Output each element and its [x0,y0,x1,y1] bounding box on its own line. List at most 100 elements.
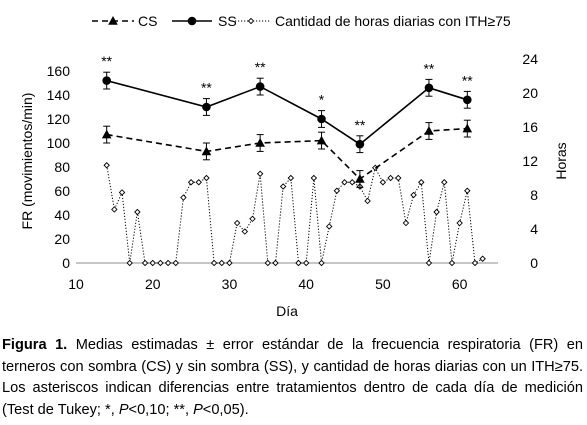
legend-cs-marker [108,16,118,25]
cs-point [355,174,365,183]
y2-tick-label: 24 [522,51,538,67]
legend-horas-marker [247,17,255,25]
horas-point [387,174,394,182]
cs-point [101,129,112,139]
x-tick-label: 40 [298,276,314,292]
horas-point [233,219,241,227]
ss-point [355,139,365,149]
horas-point [141,259,149,267]
legend-horas-label: Cantidad de horas diarias con ITH≥75 [275,13,511,29]
significance-annotation: ** [255,59,266,75]
horas-point [118,189,126,196]
legend-ss-marker [187,16,197,26]
y2-tick-label: 8 [530,187,538,203]
horas-point [295,259,302,267]
y-tick-label: 40 [54,207,70,223]
horas-point [126,259,133,267]
horas-point [164,259,172,267]
x-tick-label: 50 [375,276,391,292]
caption-p: P [118,401,129,418]
y-tick-label: 20 [54,231,70,247]
horas-point [410,191,417,199]
ss-point [317,114,326,124]
significance-annotation: ** [101,53,112,69]
horas-point [325,223,333,230]
horas-point [379,179,387,186]
horas-point [348,179,356,186]
series-horas [103,162,486,267]
horas-point [226,259,233,267]
caption-label: Figura 1. [2,337,68,353]
horas-point [134,208,141,216]
x-tick-label: 30 [222,276,238,292]
y-tick-label: 120 [47,111,71,127]
caption-text: <0,10; **, [128,401,194,418]
y2-tick-label: 12 [522,153,538,169]
ss-point [463,95,472,105]
y-tick-label: 0 [62,255,70,271]
ss-point [424,83,434,93]
significance-annotations: ************* [101,53,473,133]
significance-annotation: ** [354,117,365,133]
horas-point [241,228,249,235]
horas-point [479,255,486,262]
y-tick-label: 60 [54,183,70,199]
figure-caption: Figura 1. Medias estimadas ± error están… [2,335,583,421]
axes: 0 20 40 60 80 100 120 140 160 0 4 8 12 16 20 24 10 20 30 40… [19,51,569,319]
significance-annotation: * [319,92,325,108]
cs-point [201,146,212,156]
horas-point [249,215,256,223]
horas-point [149,259,156,267]
horas-point [272,259,279,267]
horas-point [318,259,325,267]
legend: CS SS Cantidad de horas diarias con ITH≥75 [92,13,511,29]
caption-text: Medias estimadas ± error estándar de la … [2,337,583,418]
horas-point [302,259,310,267]
horas-point [333,187,341,194]
y-tick-label: 160 [47,63,71,79]
ss-point [202,102,211,112]
horas-point [111,206,118,213]
series-cs [101,119,473,188]
chart: CS SS Cantidad de horas diarias con ITH≥75… [19,13,569,319]
cs-line [106,127,468,181]
cs-point [255,138,265,147]
ss-line [106,79,468,146]
horas-point [471,259,479,267]
horas-point [218,259,226,267]
y2-tick-label: 20 [522,85,538,101]
caption-text: <0,05). [202,401,249,418]
ss-point [255,82,265,91]
y-tick-label: 140 [47,87,71,103]
horas-point [256,170,264,177]
horas-point [464,187,471,194]
horas-point [203,174,210,182]
horas-point [180,194,187,201]
x-tick-label: 20 [145,276,161,292]
cs-point [462,123,473,133]
horas-point [103,162,110,169]
horas-point [341,179,348,186]
significance-annotation: ** [423,60,434,76]
horas-point [433,208,440,216]
caption-p: P [193,401,203,418]
horas-point [279,183,287,190]
legend-ss-label: SS [218,13,237,29]
cs-point [424,126,434,135]
y-tick-label: 100 [47,135,71,151]
horas-point [395,174,402,182]
horas-point [364,197,371,205]
horas-point [441,179,448,186]
horas-point [172,259,179,267]
horas-point [210,259,218,267]
x-tick-label: 10 [68,276,84,292]
y-axis-title: FR (movimientos/min) [19,93,35,230]
significance-annotation: ** [201,80,212,96]
horas-point [418,179,425,186]
horas-point [310,174,318,182]
x-axis-title: Día [276,303,298,319]
horas-point [264,259,272,267]
legend-cs-label: CS [138,13,157,29]
horas-point [157,259,164,267]
horas-point [195,179,203,186]
